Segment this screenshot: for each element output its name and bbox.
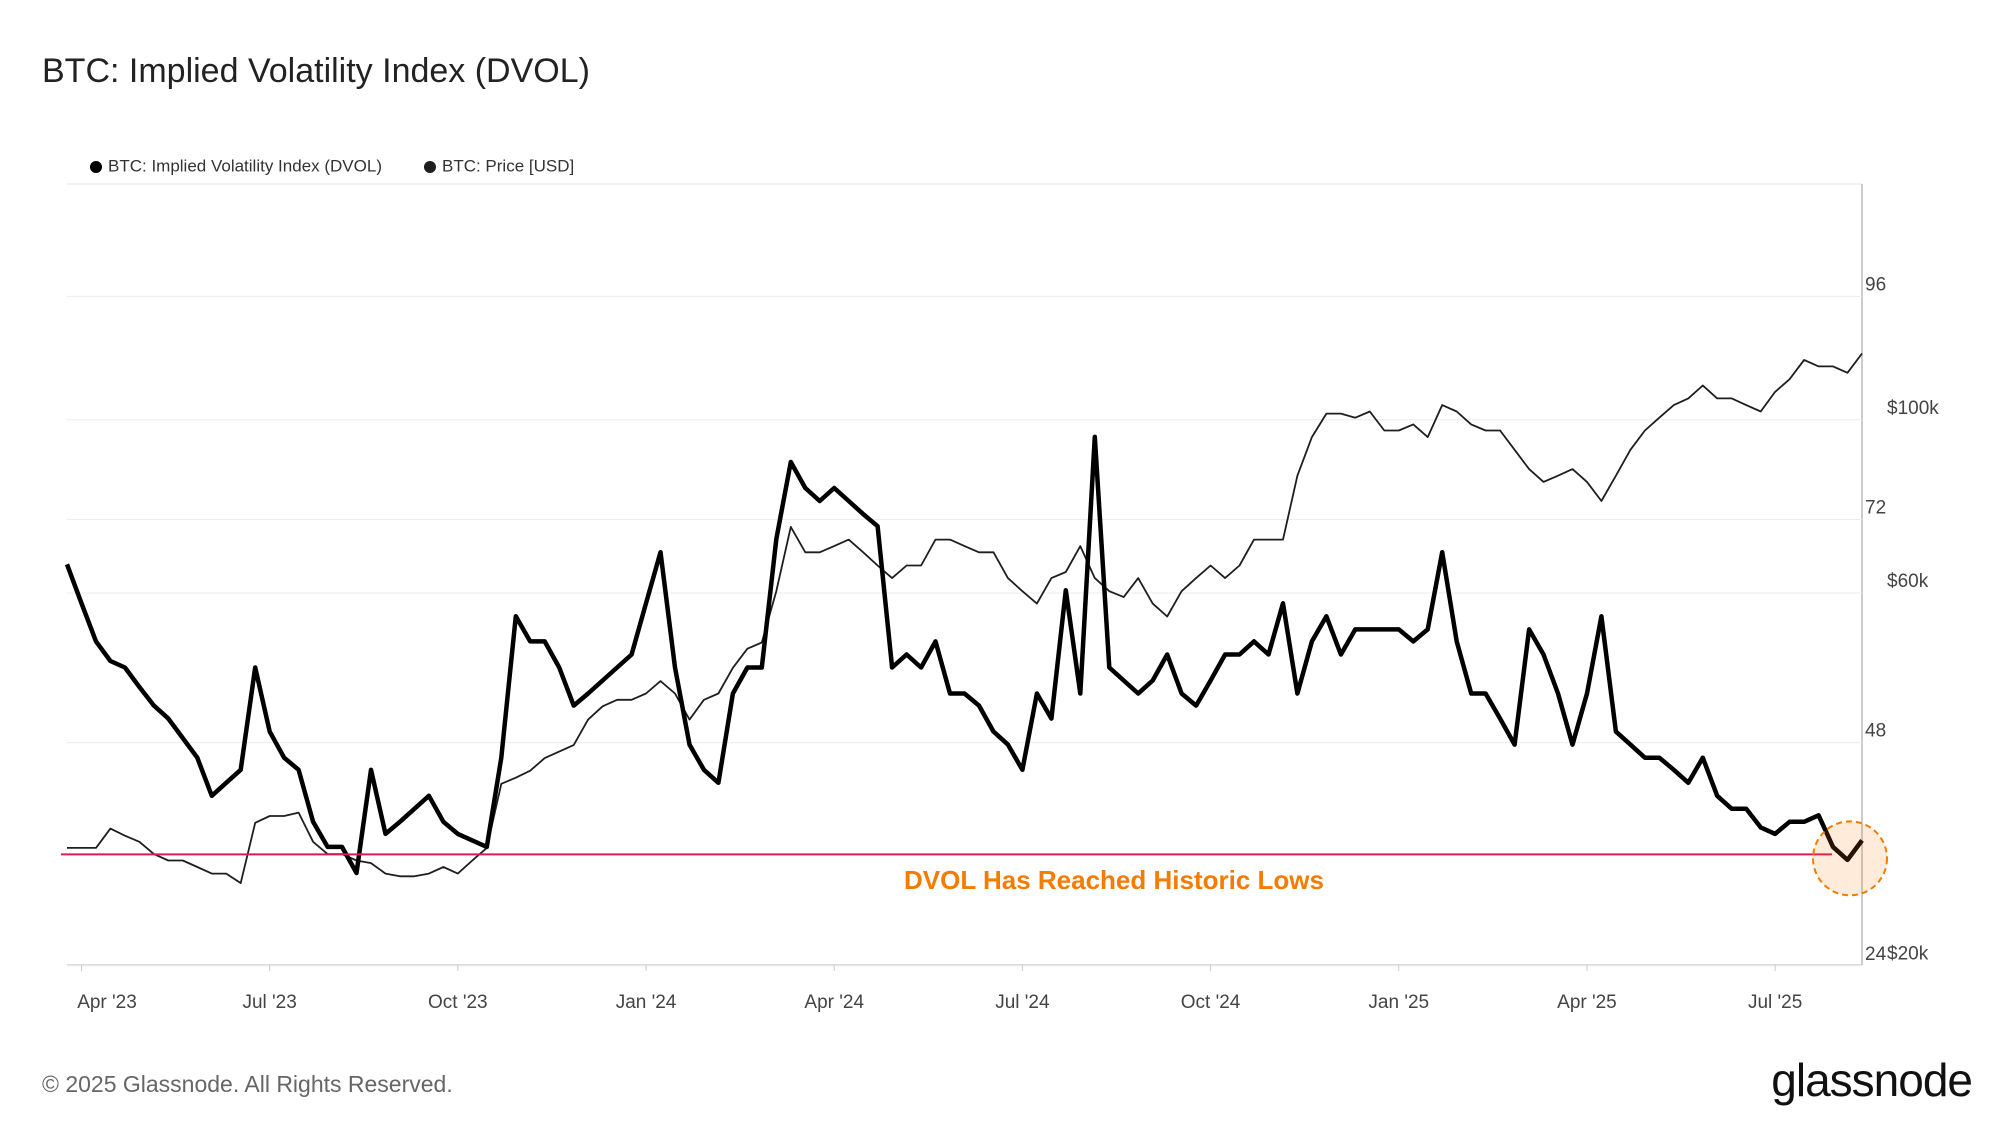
legend-dot: [423, 161, 436, 173]
chart-title: BTC: Implied Volatility Index (DVOL): [42, 52, 590, 90]
legend-label: BTC: Price [USD]: [442, 156, 574, 175]
y-tick-label: 48: [1865, 721, 1886, 742]
brand-logo: glassnode: [1771, 1054, 1972, 1106]
x-tick-label: Jul '24: [995, 992, 1050, 1013]
annotation: DVOL Has Reached Historic Lows: [904, 865, 1324, 895]
x-tick-label: Apr '24: [804, 992, 864, 1013]
x-tick-label: Jul '23: [242, 992, 296, 1013]
price-line: [67, 352, 1863, 884]
y2-tick-label: $20k: [1887, 944, 1929, 965]
x-tick-label: Jul '25: [1748, 992, 1802, 1013]
x-tick-label: Oct '24: [1181, 992, 1241, 1013]
y-tick-label: 72: [1865, 498, 1886, 519]
x-tick-label: Apr '25: [1557, 992, 1617, 1013]
y2-tick-label: $60k: [1887, 571, 1929, 592]
copyright: © 2025 Glassnode. All Rights Reserved.: [42, 1071, 453, 1097]
dvol-line: [64, 434, 1864, 876]
x-tick-label: Jan '24: [616, 992, 677, 1013]
legend-dot: [90, 161, 102, 173]
legend-label: BTC: Implied Volatility Index (DVOL): [108, 156, 382, 175]
y-tick-label: 24: [1865, 944, 1887, 965]
y2-tick-label: $100k: [1887, 398, 1939, 419]
y-tick-label: 96: [1865, 274, 1886, 295]
highlight-circle: [1812, 820, 1888, 897]
x-tick-label: Apr '23: [77, 992, 137, 1013]
x-tick-label: Oct '23: [428, 992, 488, 1013]
x-tick-label: Jan '25: [1368, 992, 1429, 1013]
